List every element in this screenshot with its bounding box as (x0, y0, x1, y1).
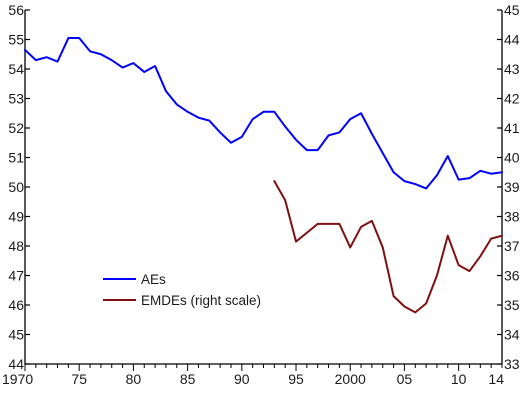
x-tick-label: 05 (397, 371, 413, 387)
x-tick-label: 80 (126, 371, 142, 387)
left-y-tick-label: 53 (8, 91, 24, 107)
x-tick-label: 75 (71, 371, 87, 387)
left-y-tick-label: 45 (8, 327, 24, 343)
left-y-tick-label: 55 (8, 32, 24, 48)
left-y-tick-label: 56 (8, 2, 24, 18)
legend-label-emdes: EMDEs (right scale) (141, 293, 261, 308)
legend-label-aes: AEs (141, 272, 166, 287)
legend: AEs EMDEs (right scale) (103, 272, 261, 308)
right-y-tick-label: 35 (504, 297, 520, 313)
right-y-tick-label: 43 (504, 61, 520, 77)
left-y-tick-label: 48 (8, 238, 24, 254)
left-y-tick-label: 47 (8, 268, 24, 284)
right-y-tick-label: 37 (504, 238, 520, 254)
right-y-tick-label: 36 (504, 268, 520, 284)
right-y-tick-label: 40 (504, 150, 520, 166)
right-y-tick-label: 33 (504, 356, 520, 372)
x-tick-label: 1970 (2, 371, 33, 387)
series-line-aes (24, 37, 503, 190)
x-axis: 1970 75 80 85 90 95 2000 05 10 14 (2, 364, 504, 387)
series-layer (24, 37, 503, 314)
right-y-tick-label: 39 (504, 179, 520, 195)
left-y-tick-label: 51 (8, 150, 24, 166)
left-y-axis: 44 45 46 47 48 49 50 51 52 53 54 55 56 (8, 2, 30, 372)
left-y-tick-label: 50 (8, 179, 24, 195)
x-tick-label: 95 (288, 371, 304, 387)
right-y-tick-label: 41 (504, 120, 520, 136)
left-y-tick-label: 44 (8, 356, 24, 372)
x-tick-label: 10 (451, 371, 467, 387)
left-y-tick-label: 52 (8, 120, 24, 136)
left-y-tick-label: 54 (8, 61, 24, 77)
x-tick-label: 2000 (335, 371, 366, 387)
right-y-tick-label: 45 (504, 2, 520, 18)
x-tick-label: 85 (180, 371, 196, 387)
left-y-tick-label: 49 (8, 209, 24, 225)
left-y-tick-label: 46 (8, 297, 24, 313)
right-y-axis: 33 34 35 36 37 38 39 40 41 42 43 44 45 (497, 2, 520, 372)
series-line-emdes (273, 180, 503, 314)
right-y-tick-label: 34 (504, 327, 520, 343)
right-y-tick-label: 42 (504, 91, 520, 107)
x-tick-label: 90 (234, 371, 250, 387)
right-y-tick-label: 38 (504, 209, 520, 225)
plot-frame (24, 10, 503, 365)
x-tick-label: 14 (488, 371, 504, 387)
right-y-tick-label: 44 (504, 32, 520, 48)
